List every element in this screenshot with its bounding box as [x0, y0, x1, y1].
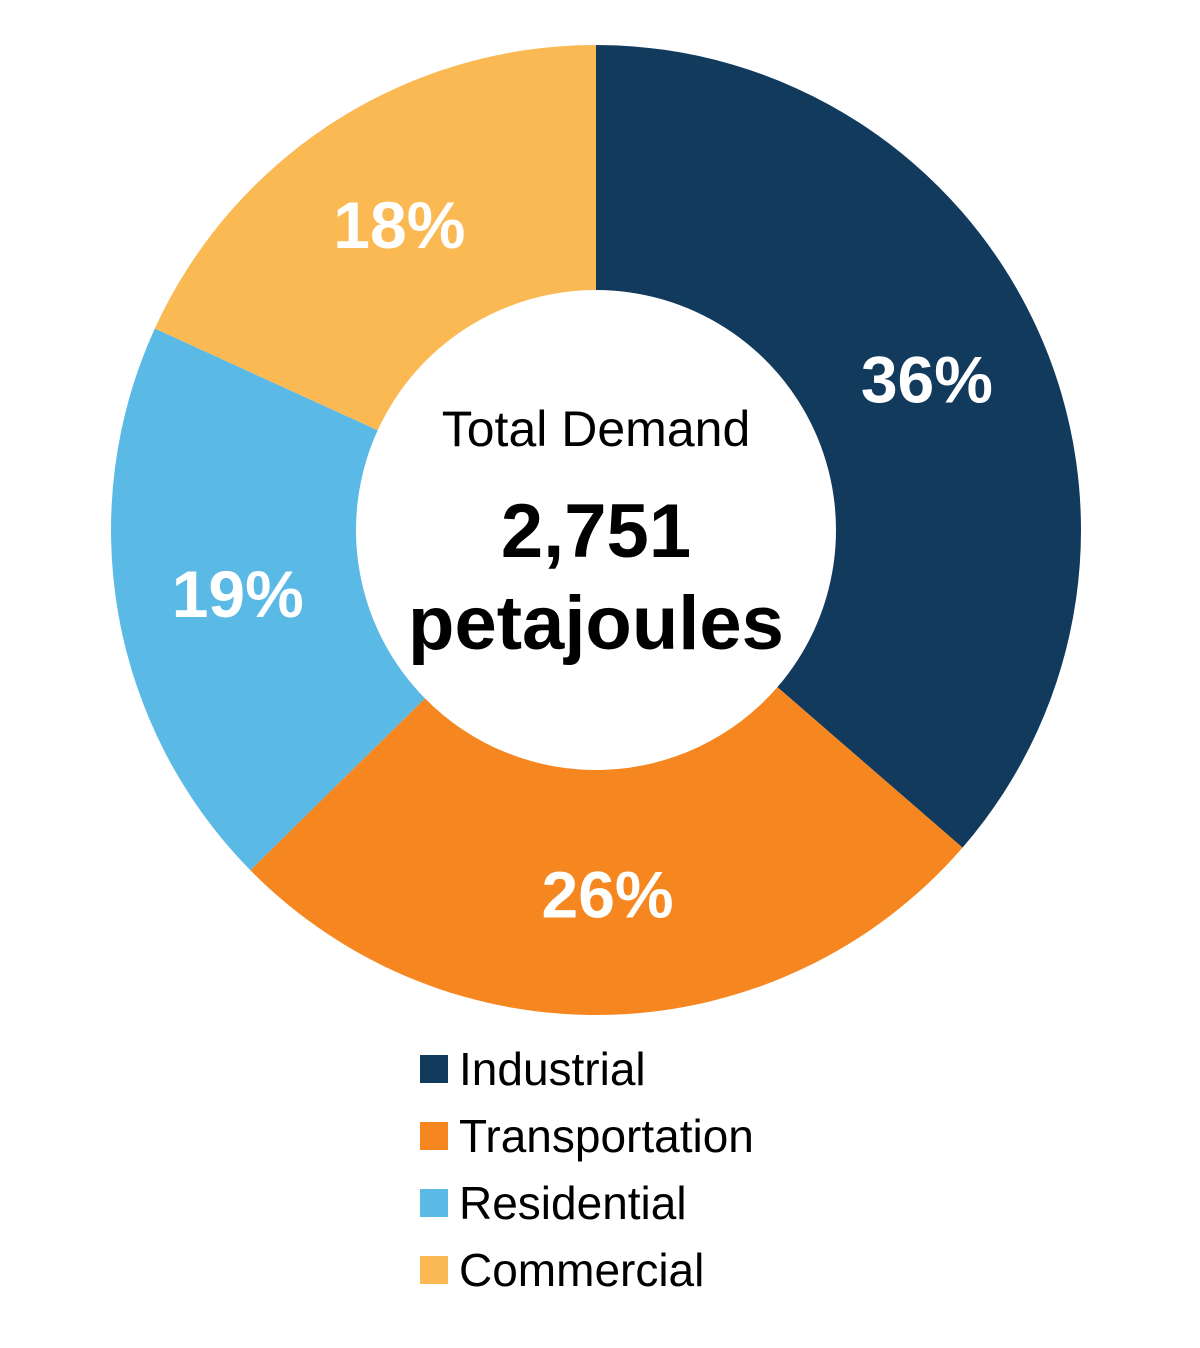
legend-swatch-residential — [420, 1189, 448, 1217]
legend-item-transportation: Transportation — [420, 1113, 754, 1159]
donut-slice-labels: 36% 26% 19% 18% — [172, 188, 993, 932]
donut-chart-svg: 36% 26% 19% 18% Total Demand 2,751 petajoul… — [110, 45, 1081, 1015]
legend-swatch-transportation — [420, 1122, 448, 1150]
legend-label-commercial: Commercial — [459, 1244, 705, 1296]
center-unit: petajoules — [408, 581, 784, 666]
slice-residential — [110, 328, 425, 871]
legend-item-residential: Residential — [420, 1180, 754, 1226]
slice-industrial — [596, 45, 1081, 848]
slice-transportation — [250, 687, 963, 1015]
legend-label-industrial: Industrial — [459, 1043, 646, 1095]
legend-label-transportation: Transportation — [459, 1110, 754, 1162]
donut-slices — [110, 45, 1081, 1015]
center-value: 2,751 — [501, 489, 691, 574]
center-title: Total Demand — [442, 401, 751, 457]
legend: Industrial Transportation Residential Co… — [420, 1046, 754, 1293]
legend-label-residential: Residential — [459, 1177, 687, 1229]
slice-label-transportation: 26% — [541, 857, 673, 931]
slice-commercial — [154, 45, 596, 431]
slice-label-commercial: 18% — [333, 188, 465, 262]
slice-label-residential: 19% — [172, 557, 304, 631]
legend-swatch-commercial — [420, 1256, 448, 1284]
legend-item-industrial: Industrial — [420, 1046, 754, 1092]
legend-swatch-industrial — [420, 1055, 448, 1083]
legend-item-commercial: Commercial — [420, 1247, 754, 1293]
slice-label-industrial: 36% — [861, 343, 993, 417]
